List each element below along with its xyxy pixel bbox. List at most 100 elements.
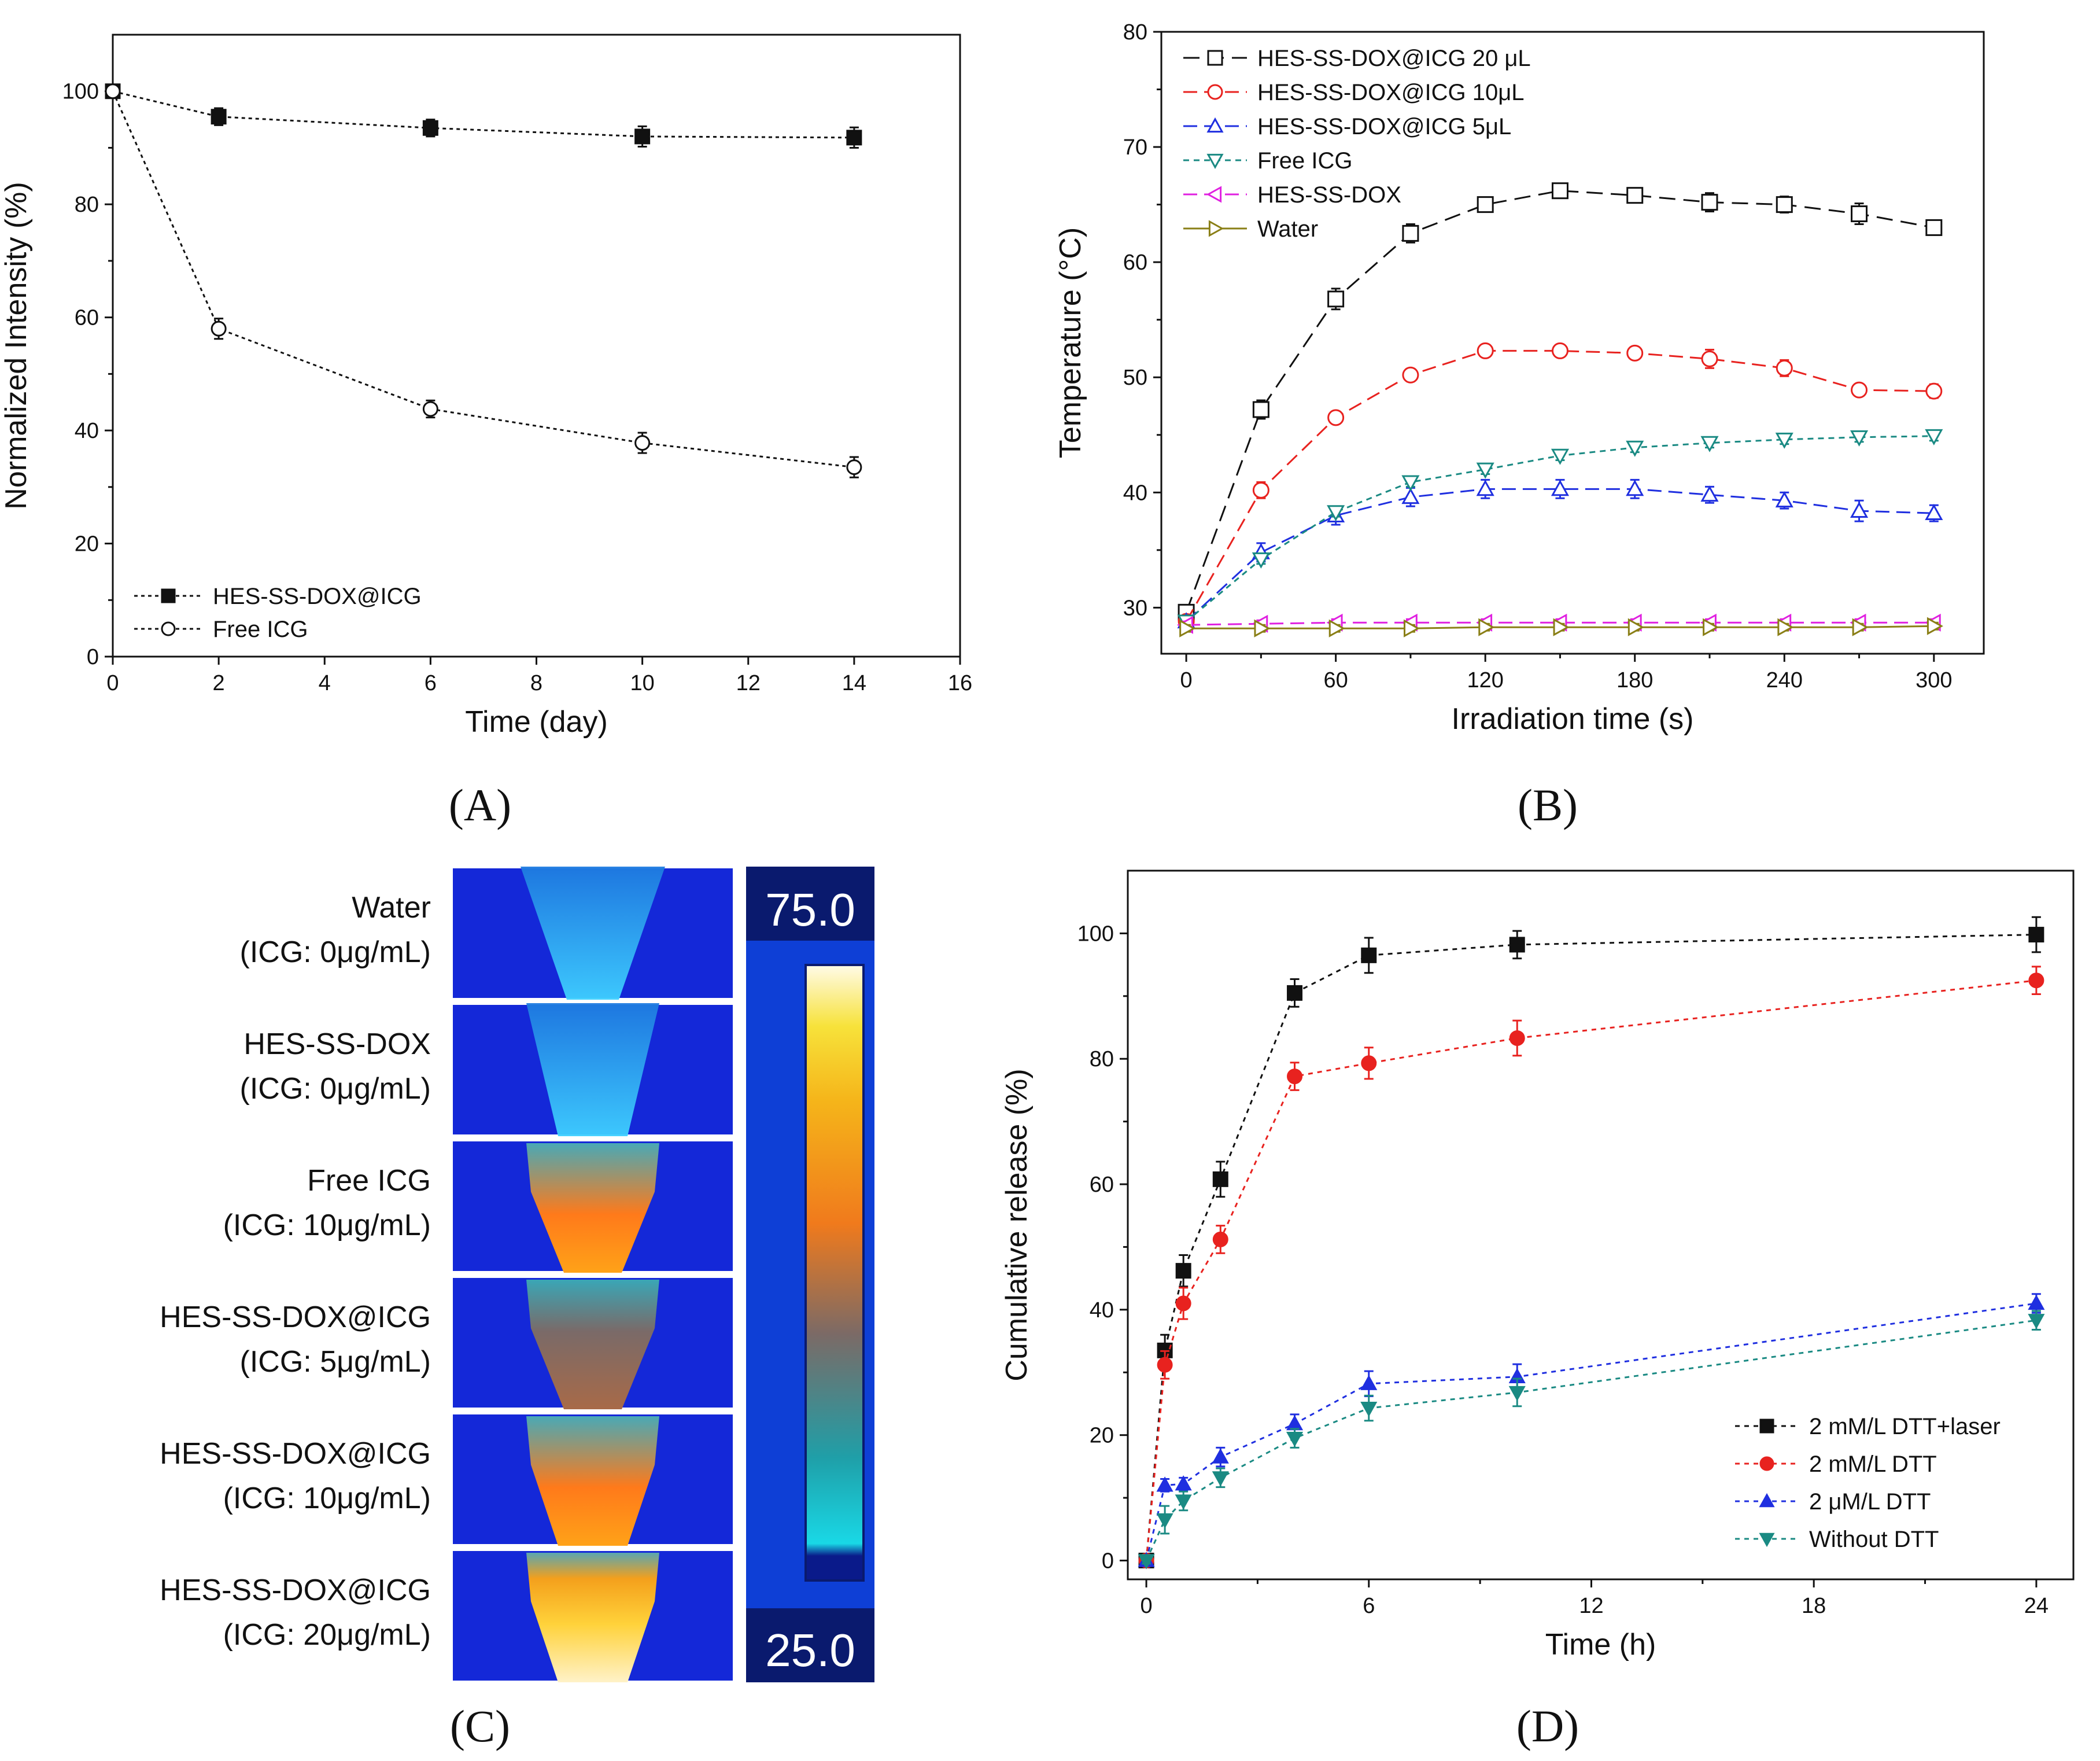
data-point (1626, 440, 1644, 457)
data-point (1477, 196, 1494, 213)
panel-a-chart: 0 2 4 6 8 10 12 14 16 0 20 40 60 80 100 Time (day) Norma… (0, 34, 972, 739)
colorbar-max-label: 75.0 (765, 884, 855, 935)
series-line (1145, 1319, 2037, 1561)
legend-label: HES-SS-DOX@ICG (213, 584, 422, 609)
series-line (1145, 934, 2036, 1561)
y-axis-title-a: Normalized Intensity (%) (0, 182, 33, 509)
legend-marker (161, 621, 176, 636)
x-tick-label: 60 (1323, 668, 1348, 692)
data-point (1626, 344, 1644, 362)
series-d-2 (1138, 966, 2044, 1568)
data-point (2028, 927, 2044, 943)
x-tick-label: 0 (1180, 668, 1193, 692)
series-line (1186, 488, 1934, 622)
panel-c-thermal-images: Water (ICG: 0μg/mL) HES-SS-DOX (ICG: 0μg/mL… (160, 865, 874, 1684)
sample-name: Free ICG (307, 1164, 431, 1198)
x-tick-label: 16 (948, 671, 972, 695)
sample-concentration: (ICG: 10μg/mL) (223, 1209, 431, 1242)
x-tick-label: 4 (319, 671, 331, 695)
data-point (1212, 1448, 1229, 1464)
plot-frame-d (1127, 870, 2075, 1581)
data-point (1287, 985, 1303, 1001)
data-point (1157, 1357, 1173, 1373)
legend-label: HES-SS-DOX@ICG 5μL (1257, 114, 1511, 139)
data-point (1328, 619, 1345, 638)
legend-marker (1759, 1532, 1775, 1548)
data-point (422, 401, 438, 417)
legend-label: Free ICG (1257, 148, 1352, 174)
x-axis-title-a: Time (day) (465, 705, 608, 739)
legend-entry-b-3: HES-SS-DOX@ICG 5μL (1183, 114, 1511, 139)
legend-marker (1208, 220, 1224, 237)
y-axis-title-d: Cumulative release (%) (1000, 1069, 1034, 1381)
x-tick-label: 0 (1140, 1594, 1152, 1618)
series-a-2 (105, 83, 862, 478)
heat-plume (526, 1280, 659, 1409)
sample-name: HES-SS-DOX@ICG (160, 1301, 431, 1334)
y-tick-label: 60 (75, 306, 99, 330)
legend-marker (1206, 117, 1224, 133)
heat-plume (526, 1143, 659, 1273)
legend-entry-a-1: HES-SS-DOX@ICG (134, 584, 422, 609)
x-tick-label: 6 (425, 671, 437, 695)
y-tick-label: 0 (1102, 1549, 1114, 1573)
legend-label: Without DTT (1809, 1527, 1939, 1552)
data-point (1252, 401, 1269, 418)
legend-marker (1759, 1493, 1775, 1508)
sample-name: HES-SS-DOX@ICG (160, 1437, 431, 1471)
data-point (634, 128, 651, 145)
sample-concentration: (ICG: 0μg/mL) (240, 1072, 431, 1106)
y-tick-label: 100 (62, 80, 99, 104)
y-tick-label: 40 (1090, 1298, 1114, 1322)
data-point (1551, 448, 1570, 465)
data-point (1775, 491, 1793, 508)
data-point (1327, 505, 1345, 522)
data-point (1327, 290, 1345, 308)
data-point (1361, 947, 1377, 963)
legend-label: 2 μM/L DTT (1809, 1489, 1931, 1515)
x-tick-label: 12 (1579, 1594, 1603, 1618)
panel-label-b: (B) (1518, 780, 1578, 830)
data-point (1360, 1375, 1378, 1390)
data-point (1156, 1513, 1173, 1529)
y-tick-label: 0 (87, 645, 99, 669)
legend-label: HES-SS-DOX (1257, 182, 1401, 208)
legend-label: 2 mM/L DTT+laser (1809, 1414, 2001, 1439)
thermal-row-3: Free ICG (ICG: 10μg/mL) (223, 1138, 736, 1274)
x-tick-label: 14 (842, 671, 866, 695)
data-point (1360, 1401, 1378, 1417)
sample-concentration: (ICG: 20μg/mL) (223, 1618, 431, 1652)
legend-entry-d-1: 2 mM/L DTT+laser (1735, 1414, 2001, 1439)
y-tick-label: 50 (1123, 366, 1147, 390)
legend-marker (161, 588, 176, 603)
data-point (422, 120, 438, 136)
data-point (1287, 1069, 1303, 1085)
data-point (1925, 219, 1943, 236)
data-point (1401, 475, 1420, 492)
series-b-6 (1179, 617, 1943, 638)
x-axis-title-b: Irradiation time (s) (1452, 702, 1694, 736)
series-b-1 (1178, 182, 1943, 621)
data-point (211, 320, 227, 337)
x-axis-title-d: Time (h) (1545, 1628, 1656, 1661)
thermal-row-1: Water (ICG: 0μg/mL) (240, 865, 736, 1001)
sample-name: HES-SS-DOX (243, 1027, 431, 1061)
legend-label: Water (1257, 216, 1318, 242)
panel-d-chart: 0 6 12 18 24 0 20 40 60 80 100 Time (h) Cumulative r… (1000, 870, 2075, 1661)
data-point (1551, 480, 1570, 496)
legend-label: HES-SS-DOX@ICG 10μL (1257, 80, 1525, 105)
data-point (1212, 1471, 1229, 1487)
thermal-row-5: HES-SS-DOX@ICG (ICG: 10μg/mL) (160, 1411, 736, 1548)
data-point (1478, 618, 1495, 636)
colorbar-gradient (804, 964, 865, 1582)
legend-marker (1759, 1456, 1774, 1471)
data-point (1286, 1415, 1304, 1431)
data-point (1476, 462, 1494, 479)
data-point (1850, 430, 1869, 447)
legend-label: 2 mM/L DTT (1809, 1451, 1937, 1477)
thermal-row-6: HES-SS-DOX@ICG (ICG: 20μg/mL) (160, 1548, 736, 1684)
legend-entry-d-2: 2 mM/L DTT (1735, 1451, 1937, 1477)
plot-frame-a (112, 34, 961, 658)
legend-entry-d-3: 2 μM/L DTT (1735, 1489, 1931, 1515)
